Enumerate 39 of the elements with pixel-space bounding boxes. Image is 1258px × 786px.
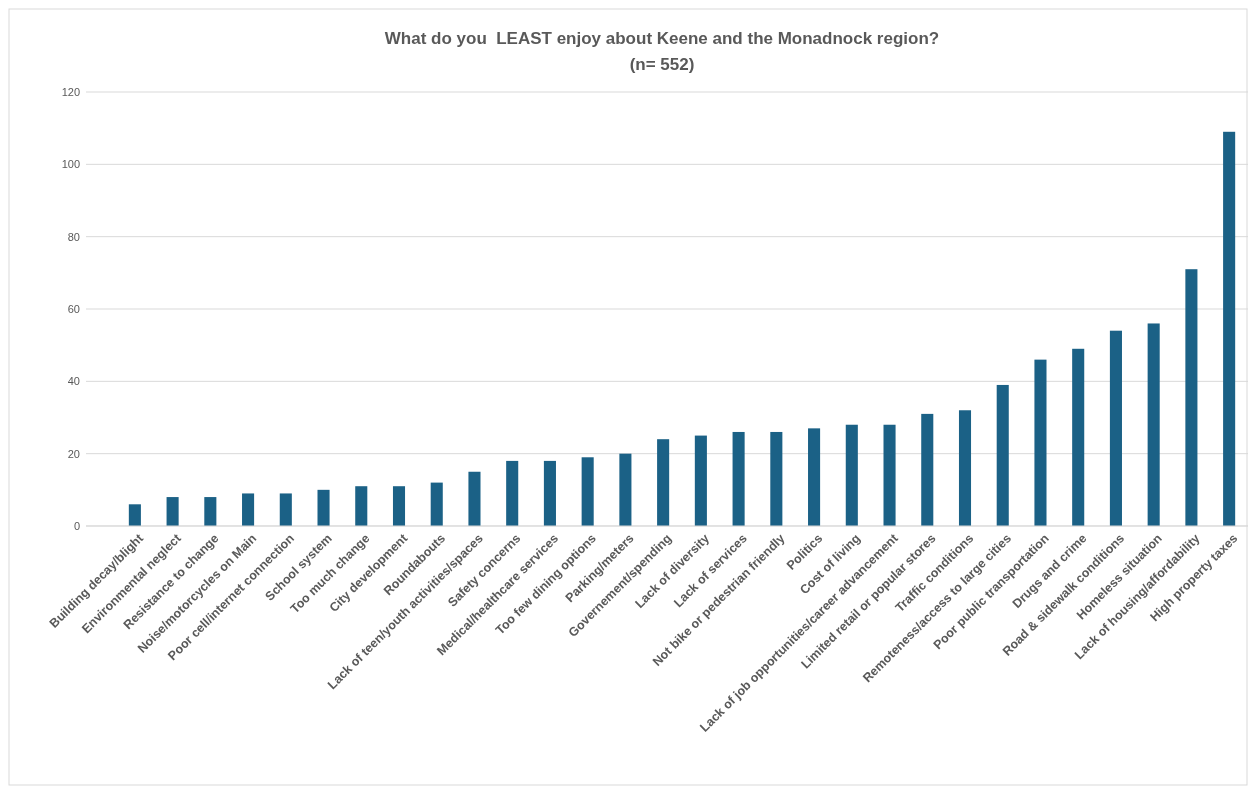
bar: [392, 486, 406, 526]
bar: [279, 493, 292, 526]
bar: [430, 482, 443, 526]
bar: [506, 460, 519, 526]
bar: [619, 453, 632, 526]
bar: [657, 439, 670, 526]
bar: [1072, 348, 1085, 526]
y-tick-label: 20: [67, 447, 80, 460]
bar: [468, 471, 481, 526]
bar: [543, 460, 556, 526]
bar: [242, 493, 255, 526]
y-tick-label: 120: [61, 85, 80, 98]
bar: [355, 486, 368, 526]
bar: [996, 384, 1009, 526]
bar: [1109, 330, 1122, 526]
bar: [1185, 269, 1198, 526]
bar: [732, 431, 745, 526]
bar: [166, 497, 179, 526]
bar: [883, 424, 896, 526]
bar: [128, 504, 141, 526]
chart-title: What do you LEAST enjoy about Keene and the Monadnock region?: [384, 29, 940, 48]
y-tick-label: 60: [67, 302, 80, 315]
y-tick-label: 40: [67, 375, 80, 388]
y-tick-label: 0: [73, 519, 80, 532]
bar: [1147, 323, 1160, 526]
bar: [1034, 359, 1047, 526]
bar: [581, 457, 594, 526]
bar: [808, 428, 821, 526]
chart-subtitle: (n= 552): [629, 55, 695, 74]
y-tick-label: 80: [67, 230, 80, 243]
bar: [317, 489, 330, 526]
bar: [770, 431, 783, 526]
bar: [845, 424, 858, 526]
bar: [958, 410, 972, 526]
bar: [1223, 131, 1236, 526]
bar: [921, 413, 934, 526]
bar: [694, 435, 707, 526]
y-tick-label: 100: [61, 158, 80, 171]
bar: [204, 497, 217, 526]
